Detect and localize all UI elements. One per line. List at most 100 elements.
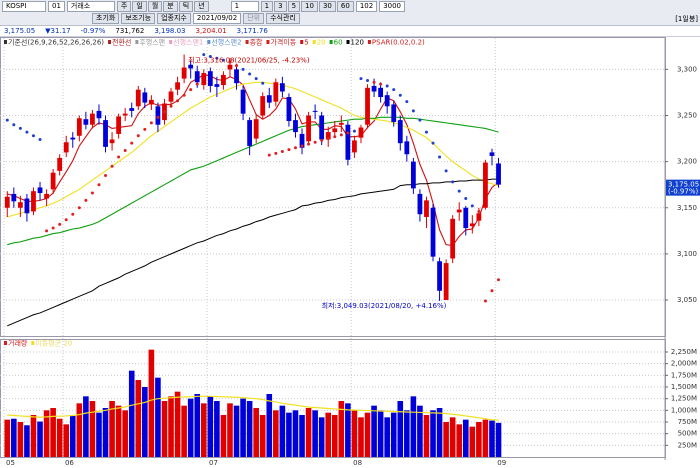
sar-dot [483,299,487,303]
sar-dot [215,56,219,60]
period-button[interactable]: 년 [194,1,209,12]
volume-bar [135,380,142,457]
sar-dot [411,109,415,113]
formula[interactable]: 수식관리 [266,13,300,24]
candle-body [103,120,108,147]
sar-dot [248,72,252,76]
volume-bar [148,349,155,457]
sar-dot [392,88,396,92]
unit[interactable]: 1 [230,1,259,12]
legend-label: 종합 [250,38,263,47]
sar-dot [379,82,383,86]
minute-button[interactable]: 60 [336,1,354,12]
count[interactable]: 102 [355,1,378,12]
tool-button[interactable]: 초기화 [92,13,120,24]
candle-body [148,99,154,105]
legend-swatch [135,40,139,44]
minute-button[interactable]: 30 [318,1,336,12]
candle-body [456,209,462,213]
sar-dot [313,140,317,144]
market-code[interactable]: 01 [48,1,65,12]
candle-body [469,223,475,227]
candle-body [325,132,331,140]
y-tick-label: 3,300 [677,65,697,73]
sar-dot [51,226,55,230]
candle-body [194,71,200,83]
sar-dot [280,149,284,153]
y-tick-label: 3,200 [677,158,697,166]
sar-dot [104,173,108,177]
sar-dot [110,164,114,168]
sar-dot [418,118,422,122]
minute-button[interactable]: 5 [287,1,301,12]
frame: [1일봉] [675,15,698,23]
tool-button[interactable]: 보조기능 [121,13,156,24]
minute-button[interactable]: 10 [301,1,318,12]
candle-body [31,191,36,212]
legend-label: 거래량 [8,339,28,348]
y-tick-label: 3,100 [677,250,697,258]
volume-bar [273,410,279,457]
code-input[interactable]: KOSPI [2,1,46,12]
tool-button[interactable]: 업종지수 [157,13,191,24]
period-button[interactable]: 월 [147,1,163,12]
candle-body [83,119,89,125]
total[interactable]: 3000 [379,1,406,12]
volume-bar [155,377,161,457]
date[interactable]: 2021/09/02 [192,13,242,24]
volume-bar [37,421,43,457]
minute-button[interactable]: 3 [274,1,287,12]
candle-body [227,64,233,70]
volume-bar [76,403,83,457]
volume-bar [227,403,233,457]
candle-body [201,73,207,86]
candle-body [397,120,403,144]
sar-dot [366,78,370,82]
sar-dot [372,80,376,84]
candle-body [70,137,76,140]
change-pct: -0.97% [80,27,106,35]
info-bar: 3,175.05 ▼31.17 -0.97% 731,762 3,198.03 … [0,26,700,37]
candle-body [404,141,410,155]
period-button[interactable]: 분 [163,1,178,12]
market[interactable]: 거래소 [66,1,115,12]
candle-body [214,84,220,87]
candle-body [57,157,63,171]
sar-dot [431,141,435,145]
sar-dot [90,191,94,195]
y-tick-label: 750M [678,418,697,426]
sar-dot [136,134,140,138]
period-button[interactable]: 주 [116,1,132,12]
candle-body [378,87,384,98]
volume-bar [443,422,449,457]
volume-bar [305,408,312,457]
volume-bar [43,410,50,457]
volume-bar [194,394,201,457]
sar-dot [123,149,127,153]
legend-swatch [169,40,173,44]
period-button[interactable]: 틱 [178,1,194,12]
y-tick-label: 1,250M [671,395,697,403]
volume-bar [358,417,364,457]
volume-bar [128,370,135,457]
period-button[interactable]: 일 [132,1,147,12]
ma-line [7,74,499,247]
ma-line [7,81,499,218]
candle-body [476,213,482,221]
candle-body [496,163,501,185]
minute-button[interactable]: 1 [260,1,274,12]
y-tick-label: 2,000M [671,360,697,368]
candle-body [443,263,449,301]
fixed[interactable]: 단위 [243,13,265,24]
annotation: 최고:3,316.08(2021/06/25, -4.23%) [188,56,310,65]
candle-body [155,106,161,125]
sar-dot [143,127,147,131]
candle-body [207,71,213,86]
candle-body [417,193,423,215]
candle-body [247,120,253,146]
sar-dot [293,146,297,150]
minutes: 1 3 5 10 30 60 [260,1,354,12]
legend-swatch [108,40,112,44]
volume-bar [168,396,174,457]
y-tick-label: 3,250 [677,111,697,119]
